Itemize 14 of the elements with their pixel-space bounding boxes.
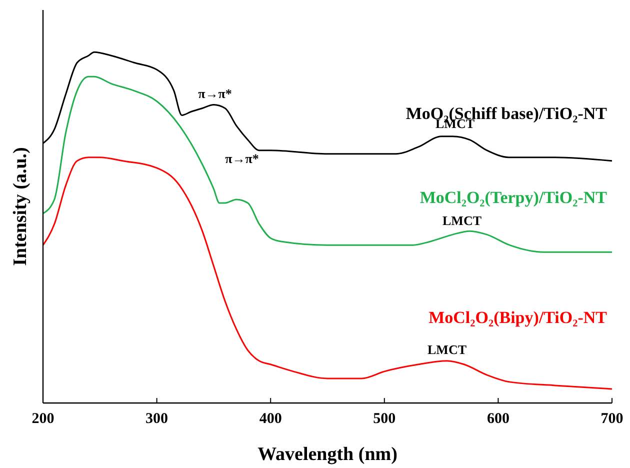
x-tick-label: 300	[146, 411, 168, 427]
annotation: π→π*	[225, 151, 259, 166]
x-tick-label: 400	[259, 411, 282, 427]
text: MoCl₂O₂(Terpy)/TiO₂-NT	[420, 188, 608, 208]
x-tick-label: 200	[32, 411, 54, 427]
x-axis-title: Wavelength (nm)	[258, 444, 398, 465]
annotation: LMCT	[442, 213, 482, 228]
x-tick-label: 600	[486, 411, 510, 427]
y-axis-title: Intensity (a.u.)	[10, 147, 31, 266]
x-tick-label: 700	[600, 411, 624, 427]
annotation: LMCT	[428, 342, 467, 357]
text: MoCl₂O₂(Bipy)/TiO₂-NT	[428, 308, 608, 327]
x-tick-label: 500	[373, 411, 396, 427]
annotation: π→π*	[198, 86, 232, 101]
